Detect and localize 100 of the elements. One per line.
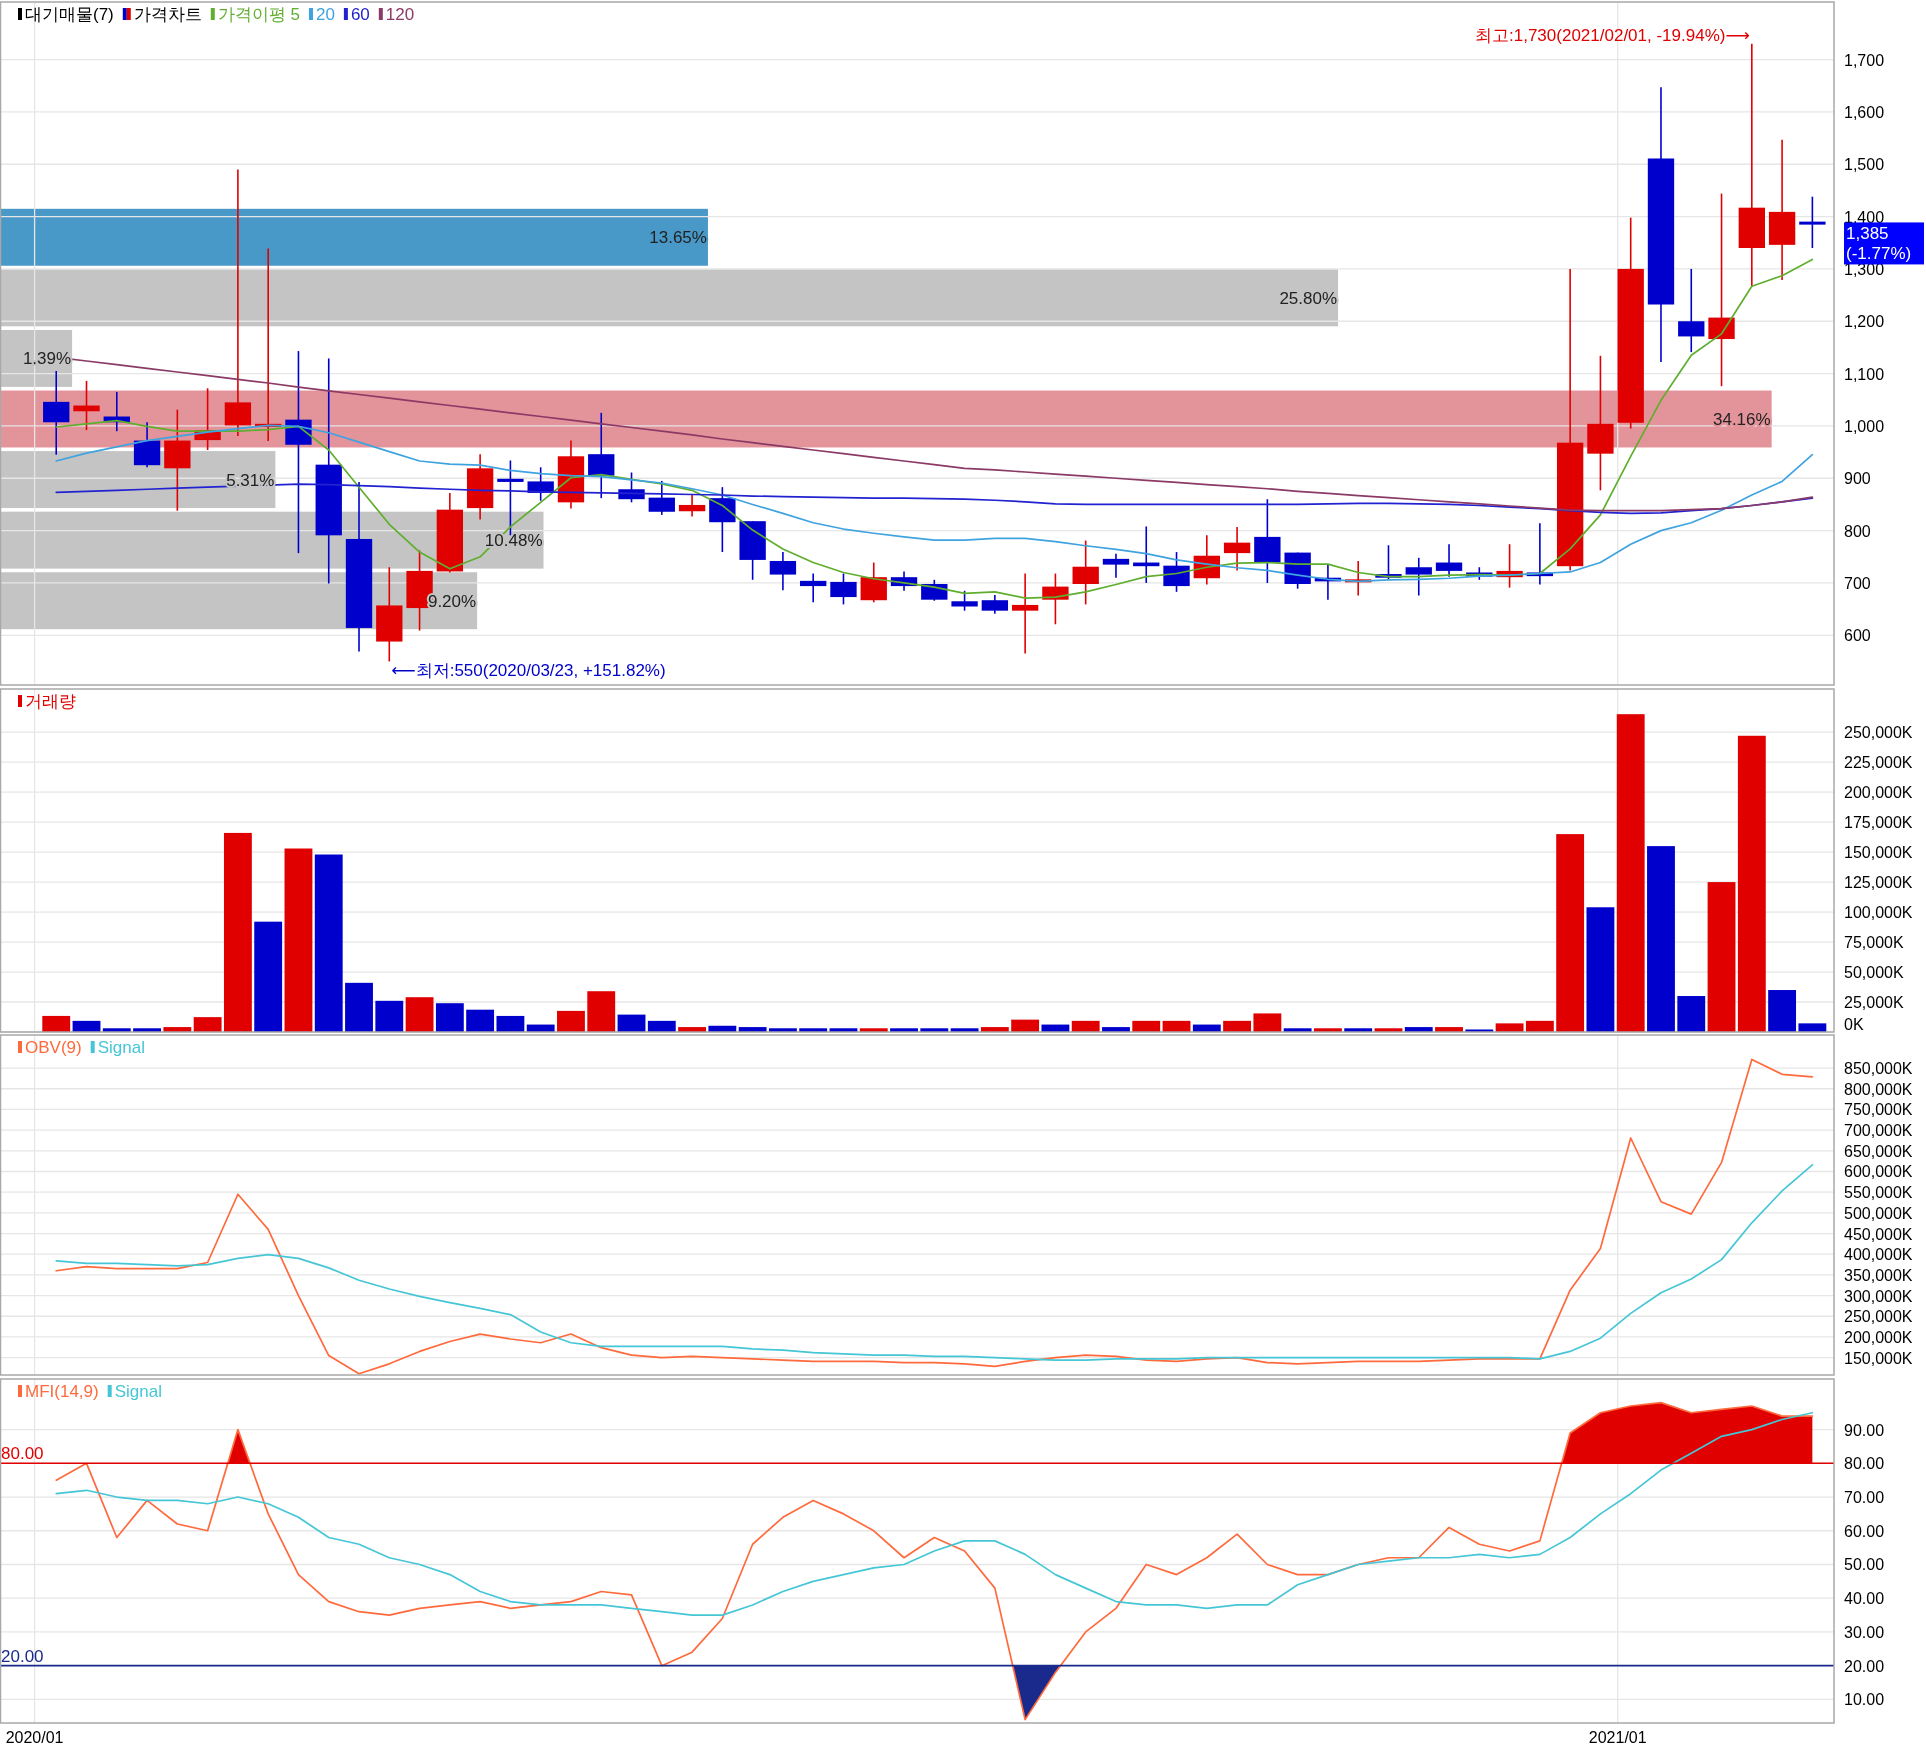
bar bbox=[405, 997, 434, 1032]
ref-line-label: 80.00 bbox=[1, 1444, 44, 1464]
data-label: 1.39% bbox=[22, 349, 72, 369]
y-tick-label: 200,000K bbox=[1844, 784, 1913, 802]
bar bbox=[345, 982, 373, 1032]
y-tick-label: 125,000K bbox=[1844, 874, 1913, 892]
bar bbox=[1011, 1019, 1040, 1032]
bar bbox=[587, 991, 616, 1032]
data-label: 34.16% bbox=[1712, 410, 1771, 429]
y-tick-label: 40.00 bbox=[1844, 1590, 1885, 1608]
y-tick-label: 75,000K bbox=[1844, 934, 1904, 952]
ref-line-label: 20.00 bbox=[1, 1646, 44, 1666]
y-tick-label: 100,000K bbox=[1844, 904, 1913, 922]
bar bbox=[1525, 1020, 1554, 1032]
annotation: 최고:1,730(2021/02/01, -19.94%)⟶ bbox=[1475, 25, 1750, 45]
y-tick-label: 1,700 bbox=[1844, 51, 1885, 69]
y-tick-label: 850,000K bbox=[1844, 1060, 1913, 1078]
y-tick-label: 750,000K bbox=[1844, 1101, 1913, 1119]
y-tick-label: 500,000K bbox=[1844, 1204, 1913, 1222]
bar bbox=[0, 269, 1339, 327]
bar bbox=[1586, 907, 1615, 1032]
data-label: 25.80% bbox=[1279, 288, 1338, 308]
y-tick-label: 175,000K bbox=[1844, 814, 1913, 832]
legend-label: 가격차트 bbox=[133, 5, 202, 24]
y-tick-label: 50.00 bbox=[1844, 1556, 1885, 1574]
y-tick-label: 200,000K bbox=[1844, 1328, 1913, 1346]
legend-label: Signal bbox=[97, 1038, 145, 1057]
bar bbox=[1071, 1020, 1100, 1032]
bar bbox=[1253, 1013, 1282, 1032]
legend-label: 60 bbox=[350, 5, 370, 24]
bar bbox=[557, 1010, 585, 1032]
y-tick-label: 1,000 bbox=[1844, 417, 1885, 435]
legend: 대기매물(7) bbox=[18, 5, 114, 24]
y-tick-label: 90.00 bbox=[1844, 1421, 1885, 1439]
y-tick-label: 150,000K bbox=[1844, 1349, 1913, 1367]
line-series bbox=[55, 1411, 1814, 1616]
y-tick-label: 900 bbox=[1844, 470, 1871, 488]
bar bbox=[193, 1017, 222, 1032]
bar bbox=[1495, 1023, 1524, 1032]
y-tick-label: 250,000K bbox=[1844, 724, 1913, 742]
y-tick-label: 800 bbox=[1844, 522, 1871, 540]
y-tick-label: 25,000K bbox=[1844, 994, 1904, 1012]
bar bbox=[1647, 846, 1675, 1032]
bar bbox=[254, 921, 283, 1032]
bar bbox=[1556, 834, 1585, 1032]
bar bbox=[223, 832, 252, 1032]
x-tick-label: 2021/01 bbox=[1588, 1729, 1647, 1746]
y-tick-label: 20.00 bbox=[1844, 1657, 1885, 1675]
y-tick-label: 300,000K bbox=[1844, 1287, 1913, 1305]
bar bbox=[0, 208, 708, 266]
y-tick-label: 700,000K bbox=[1844, 1122, 1913, 1140]
y-tick-label: 1,100 bbox=[1844, 365, 1885, 383]
annotation: ⟵최저:550(2020/03/23, +151.82%) bbox=[391, 661, 666, 681]
y-tick-label: 350,000K bbox=[1844, 1266, 1913, 1284]
y-tick-label: 70.00 bbox=[1844, 1489, 1885, 1507]
bar bbox=[647, 1020, 676, 1032]
legend-label: MFI(14,9) bbox=[25, 1382, 99, 1401]
bar bbox=[1707, 882, 1736, 1032]
line-series bbox=[55, 424, 1814, 583]
y-tick-label: 1,200 bbox=[1844, 313, 1885, 331]
y-tick-label: 1,400 bbox=[1844, 208, 1885, 226]
y-tick-label: 550,000K bbox=[1844, 1184, 1913, 1202]
y-tick-label: 50,000K bbox=[1844, 964, 1904, 982]
y-tick-label: 80.00 bbox=[1844, 1455, 1885, 1473]
legend-label: 20 bbox=[315, 5, 335, 24]
y-tick-label: 700 bbox=[1844, 574, 1871, 592]
y-tick-label: 10.00 bbox=[1844, 1691, 1885, 1709]
bar bbox=[1798, 1023, 1827, 1032]
y-tick-label: 250,000K bbox=[1844, 1308, 1913, 1326]
line-series bbox=[55, 1164, 1814, 1361]
bar bbox=[1132, 1020, 1161, 1032]
bar bbox=[42, 1015, 71, 1032]
bar bbox=[466, 1009, 495, 1032]
legend-label: Signal bbox=[114, 1382, 162, 1401]
y-tick-label: 1,500 bbox=[1844, 156, 1885, 174]
y-tick-label: 150,000K bbox=[1844, 844, 1913, 862]
y-tick-label: 800,000K bbox=[1844, 1080, 1913, 1098]
bar bbox=[496, 1015, 525, 1032]
bar bbox=[314, 854, 343, 1032]
y-tick-label: 400,000K bbox=[1844, 1246, 1913, 1264]
y-tick-label: 30.00 bbox=[1844, 1623, 1885, 1641]
bar bbox=[435, 1003, 464, 1032]
data-label: 13.65% bbox=[649, 228, 707, 248]
legend-label: 가격이평 5 bbox=[217, 5, 300, 24]
bar bbox=[1768, 990, 1797, 1032]
y-tick-label: 0K bbox=[1844, 1016, 1864, 1033]
bar bbox=[284, 848, 313, 1032]
y-tick-label: 450,000K bbox=[1844, 1225, 1913, 1243]
y-tick-label: 600 bbox=[1844, 627, 1871, 645]
bar bbox=[1223, 1020, 1252, 1032]
data-label: 5.31% bbox=[226, 470, 275, 490]
legend-label: 120 bbox=[385, 5, 415, 24]
bar bbox=[375, 1000, 404, 1032]
y-tick-label: 60.00 bbox=[1844, 1522, 1885, 1540]
bar bbox=[1737, 735, 1766, 1032]
y-tick-label: 225,000K bbox=[1844, 754, 1913, 772]
legend: 거래량 bbox=[18, 692, 76, 711]
y-tick-label: 1,600 bbox=[1844, 103, 1885, 121]
bar bbox=[1616, 714, 1645, 1032]
bar bbox=[1677, 996, 1706, 1032]
